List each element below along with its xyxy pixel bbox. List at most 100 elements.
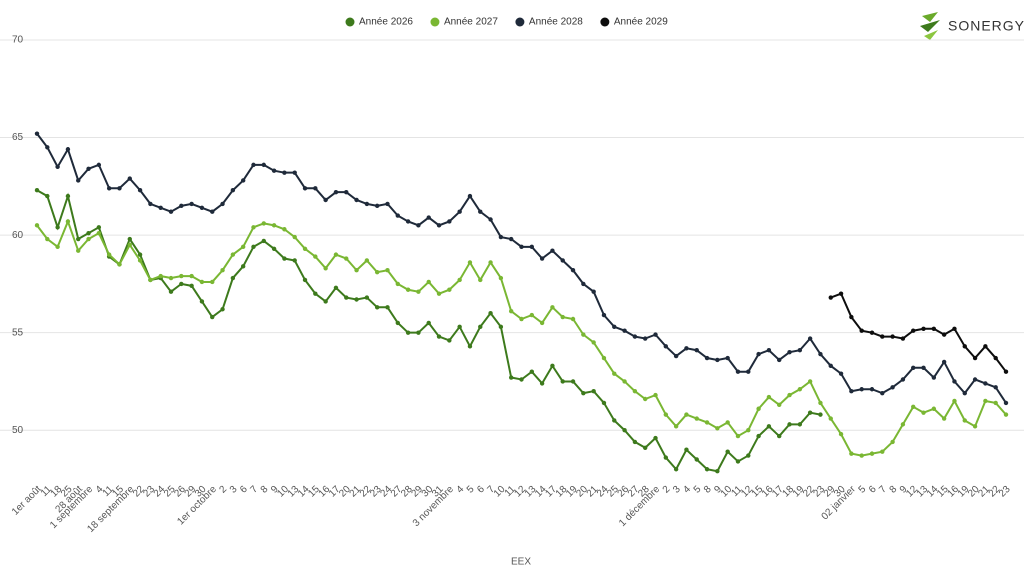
- data-point: [354, 268, 359, 273]
- data-point: [271, 246, 277, 251]
- data-point: [952, 326, 957, 331]
- data-point: [478, 324, 483, 330]
- x-tick-label: 6: [475, 484, 487, 496]
- legend-swatch: [600, 17, 610, 27]
- data-point: [993, 400, 998, 406]
- data-point: [911, 404, 916, 410]
- x-tick-label: 2: [661, 484, 673, 496]
- data-point: [467, 260, 473, 265]
- data-point: [704, 355, 710, 361]
- legend-swatch: [345, 17, 355, 27]
- data-point: [498, 324, 504, 330]
- logo-icon: [922, 12, 938, 22]
- data-point: [436, 223, 442, 228]
- data-point: [725, 355, 730, 361]
- data-point: [715, 426, 720, 431]
- data-point: [127, 176, 132, 181]
- data-point: [117, 262, 122, 267]
- x-tick-label: 3: [228, 484, 240, 496]
- data-point: [313, 186, 318, 191]
- data-point: [313, 291, 318, 296]
- series-line: [36, 189, 821, 473]
- data-point: [921, 410, 926, 415]
- data-point: [45, 193, 50, 199]
- data-point: [168, 275, 174, 281]
- data-point: [715, 468, 720, 474]
- data-point: [746, 369, 751, 374]
- data-point: [581, 281, 586, 287]
- data-point: [869, 330, 875, 335]
- data-point: [467, 344, 473, 349]
- data-point: [653, 332, 658, 337]
- data-point: [952, 398, 957, 404]
- data-point: [199, 279, 205, 285]
- data-point: [746, 453, 751, 458]
- legend-label: Année 2026: [359, 17, 413, 28]
- data-point: [560, 379, 565, 384]
- data-point: [323, 266, 328, 271]
- data-point: [106, 186, 112, 191]
- data-point: [622, 328, 627, 333]
- data-point: [86, 236, 91, 242]
- data-point: [519, 377, 524, 382]
- data-point: [210, 209, 215, 214]
- x-tick-label: 23: [997, 484, 1013, 500]
- data-point: [127, 242, 132, 248]
- data-point: [715, 357, 720, 363]
- series-line: [36, 133, 1007, 404]
- data-point: [890, 439, 895, 445]
- data-point: [416, 289, 421, 294]
- data-point: [117, 186, 122, 191]
- data-point: [354, 197, 359, 203]
- data-point: [962, 344, 967, 349]
- data-point: [673, 467, 679, 472]
- data-point: [282, 170, 287, 175]
- data-point: [1003, 369, 1009, 374]
- y-tick-label: 50: [12, 425, 24, 436]
- data-point: [869, 451, 875, 456]
- x-tick-label: 8: [702, 484, 714, 496]
- logo: SONERGY: [920, 12, 1024, 40]
- data-point: [168, 209, 174, 214]
- data-point: [766, 394, 772, 400]
- data-point: [746, 428, 751, 433]
- data-point: [735, 369, 741, 374]
- data-point: [189, 283, 194, 289]
- data-point: [405, 330, 411, 335]
- data-point: [416, 330, 421, 335]
- brand: SONERGY: [948, 18, 1024, 34]
- x-tick-label: 1er août: [10, 484, 44, 518]
- data-point: [704, 467, 710, 472]
- data-point: [179, 203, 184, 209]
- data-point: [941, 332, 947, 337]
- x-tick-label: 4: [681, 484, 693, 496]
- data-point: [941, 359, 947, 365]
- data-point: [849, 389, 854, 394]
- data-point: [96, 162, 102, 168]
- data-point: [735, 433, 741, 439]
- data-point: [684, 412, 689, 417]
- data-point: [76, 178, 81, 183]
- data-point: [838, 431, 844, 437]
- data-point: [890, 385, 895, 390]
- data-point: [632, 389, 638, 394]
- data-point: [76, 236, 81, 242]
- x-tick-label: 7: [248, 484, 260, 496]
- data-point: [828, 363, 833, 369]
- x-tick-label: 5: [692, 484, 704, 496]
- data-point: [230, 188, 236, 193]
- data-point: [447, 219, 452, 224]
- data-point: [849, 451, 854, 456]
- data-point: [189, 201, 194, 207]
- data-point: [756, 351, 761, 357]
- data-point: [787, 422, 792, 427]
- data-point: [508, 236, 514, 242]
- data-point: [818, 412, 823, 417]
- data-point: [199, 205, 205, 210]
- data-point: [261, 238, 266, 244]
- data-point: [911, 328, 916, 333]
- data-point: [395, 281, 400, 287]
- data-point: [787, 349, 792, 355]
